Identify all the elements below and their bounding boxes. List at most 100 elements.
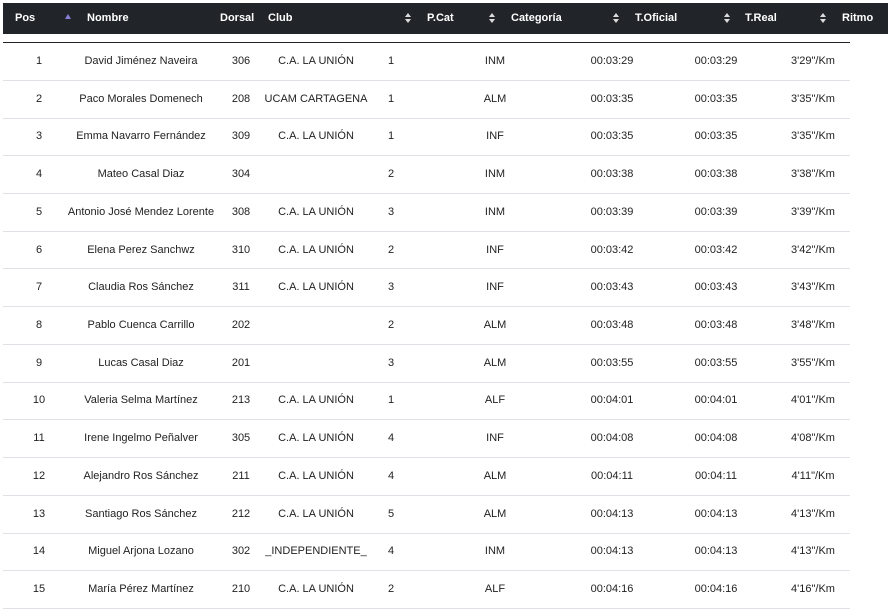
cell: 305 (231, 432, 251, 445)
cell: C.A. LA UNIÓN (278, 130, 354, 143)
sort-icon[interactable] (488, 12, 496, 24)
cell: 00:03:35 (590, 130, 634, 143)
cell: INM (484, 55, 506, 67)
column-header[interactable]: P.Cat (427, 12, 454, 24)
cell: 00:03:48 (694, 319, 738, 332)
cell: 00:04:13 (694, 545, 738, 558)
row-separator (3, 419, 850, 420)
cell: 4 (387, 432, 395, 445)
column-header[interactable]: T.Real (745, 12, 777, 24)
sort-icon[interactable] (64, 12, 72, 22)
cell: María Pérez Martínez (88, 583, 194, 596)
column-header[interactable]: Categoría (511, 12, 562, 24)
cell: 11 (33, 432, 45, 445)
sort-icon[interactable] (612, 12, 620, 24)
cell: 4'08"/Km (791, 432, 835, 445)
row-separator (3, 118, 850, 119)
column-header[interactable]: Club (268, 12, 293, 24)
cell: C.A. LA UNIÓN (278, 432, 354, 445)
cell: Santiago Ros Sánchez (85, 507, 197, 520)
cell: 201 (231, 356, 251, 369)
cell: 3'42"/Km (791, 243, 835, 256)
cell: 00:03:38 (590, 168, 634, 181)
cell: 00:03:43 (694, 281, 738, 294)
sort-icon[interactable] (723, 12, 731, 24)
cell: 00:03:39 (694, 205, 738, 218)
column-header[interactable]: T.Oficial (635, 12, 678, 24)
cell: INM (484, 205, 506, 218)
cell: Paco Morales Domenech (79, 92, 203, 105)
cell: 1 (387, 55, 395, 67)
cell: 00:04:13 (590, 545, 634, 558)
cell: INF (486, 243, 504, 256)
cell: 310 (231, 243, 251, 256)
cell: 4'01"/Km (791, 394, 835, 407)
cell: ALM (483, 469, 507, 482)
row-separator (3, 570, 850, 571)
cell: Lucas Casal Diaz (98, 356, 184, 369)
cell: 213 (231, 394, 251, 407)
cell: 309 (231, 130, 251, 143)
cell: 00:04:11 (694, 469, 738, 482)
cell: C.A. LA UNIÓN (278, 469, 354, 482)
cell: 00:03:42 (694, 243, 738, 256)
row-separator (3, 306, 850, 307)
cell: 4'13"/Km (791, 545, 835, 558)
column-header[interactable]: Nombre (87, 12, 129, 24)
row-separator (3, 193, 850, 194)
cell: C.A. LA UNIÓN (278, 55, 354, 67)
cell: 00:04:16 (694, 583, 738, 596)
column-header[interactable]: Dorsal (220, 12, 255, 24)
cell: 4'11"/Km (791, 469, 835, 482)
cell: 210 (231, 583, 251, 596)
cell: 3'35"/Km (791, 92, 835, 105)
row-separator (3, 457, 850, 458)
cell: ALM (483, 507, 507, 520)
cell: David Jiménez Naveira (84, 55, 198, 67)
cell: 00:03:35 (694, 92, 738, 105)
cell: 00:03:55 (590, 356, 634, 369)
cell: Mateo Casal Diaz (97, 168, 185, 181)
cell: 3'55"/Km (791, 356, 835, 369)
cell: 14 (32, 545, 46, 558)
sort-icon[interactable] (404, 12, 412, 24)
cell: 1 (35, 55, 43, 67)
cell: 00:03:55 (694, 356, 738, 369)
column-header[interactable]: Ritmo (842, 12, 874, 24)
cell: 3'29"/Km (791, 55, 835, 67)
cell: C.A. LA UNIÓN (278, 243, 354, 256)
cell: 13 (32, 507, 46, 520)
cell: 304 (231, 168, 251, 181)
cell: 00:03:29 (694, 55, 738, 67)
cell: 00:03:35 (694, 130, 738, 143)
cell: Claudia Ros Sánchez (88, 281, 194, 294)
cell: ALM (483, 92, 507, 105)
cell: 00:04:11 (590, 469, 634, 482)
cell: INF (486, 432, 504, 445)
cell: 302 (231, 545, 251, 558)
cell: C.A. LA UNIÓN (278, 281, 354, 294)
cell: 00:04:13 (590, 507, 634, 520)
cell: ALF (484, 583, 506, 596)
cell: 4 (387, 545, 395, 558)
cell: 5 (35, 205, 43, 218)
row-separator (3, 80, 850, 81)
cell: UCAM CARTAGENA (264, 92, 368, 105)
row-separator (3, 344, 850, 345)
cell: 00:04:01 (694, 394, 738, 407)
cell: 2 (35, 92, 43, 105)
sort-icon[interactable] (819, 12, 827, 24)
cell: 3 (35, 130, 43, 143)
row-separator (3, 533, 850, 534)
cell: 3'35"/Km (791, 130, 835, 143)
column-header[interactable]: Pos (15, 12, 36, 24)
cell: 1 (387, 92, 395, 105)
cell: Miguel Arjona Lozano (88, 545, 194, 558)
cell: 2 (387, 243, 395, 256)
cell: C.A. LA UNIÓN (278, 205, 354, 218)
cell: 00:03:42 (590, 243, 634, 256)
cell: _INDEPENDIENTE_ (265, 545, 367, 558)
cell: 00:03:29 (590, 55, 634, 67)
cell: 211 (232, 469, 250, 482)
